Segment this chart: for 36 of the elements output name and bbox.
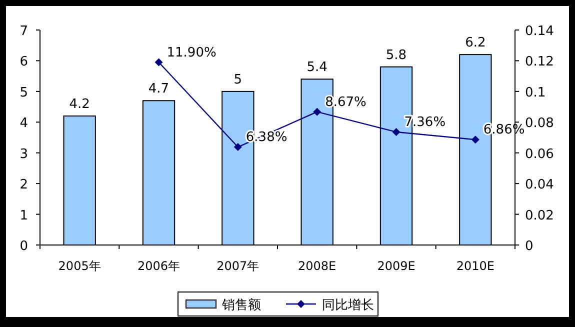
point xyxy=(234,143,242,152)
data-label: 4.2 xyxy=(69,97,90,112)
y-tick-label: 2 xyxy=(20,178,28,193)
y-tick-label: 5 xyxy=(20,85,28,100)
data-label: 5 xyxy=(234,72,242,88)
x-tick-label: 2008E xyxy=(298,259,336,273)
point xyxy=(392,128,400,136)
y-tick-label: 7 xyxy=(20,24,28,39)
y2-tick-label: 0.14 xyxy=(525,24,554,39)
y2-tick-label: 0.08 xyxy=(525,116,554,132)
x-tick-label: 2005年 xyxy=(58,259,101,273)
data-label: 11.90% xyxy=(166,45,216,60)
data-label: 5.8 xyxy=(386,48,407,63)
y-tick-label: 3 xyxy=(20,146,28,162)
point xyxy=(471,136,480,144)
legend-label: 同比增长 xyxy=(322,298,374,313)
legend-label: 销售额 xyxy=(221,298,261,313)
x-tick-label: 2009E xyxy=(377,259,416,273)
y-tick-label: 1 xyxy=(20,208,28,224)
y2-tick-label: 0.02 xyxy=(525,208,554,224)
point xyxy=(313,108,322,116)
y2-tick-label: 0.06 xyxy=(525,146,554,162)
point xyxy=(154,58,163,66)
y2-tick-label: 0.1 xyxy=(525,85,546,100)
y2-tick-label: 0 xyxy=(525,239,534,254)
x-tick-label: 2010E xyxy=(456,259,494,273)
data-label: 4.7 xyxy=(148,82,170,97)
y2-tick-label: 0.12 xyxy=(525,54,554,70)
x-tick-label: 2006年 xyxy=(137,259,180,273)
y-tick-label: 6 xyxy=(20,54,28,70)
y-tick-label: 0 xyxy=(20,239,28,254)
y2-tick-label: 0.04 xyxy=(525,178,554,193)
y-tick-label: 4 xyxy=(20,116,28,132)
x-tick-label: 2007年 xyxy=(216,259,260,273)
data-label: 6.2 xyxy=(465,36,486,51)
data-label: 5.4 xyxy=(306,60,328,76)
